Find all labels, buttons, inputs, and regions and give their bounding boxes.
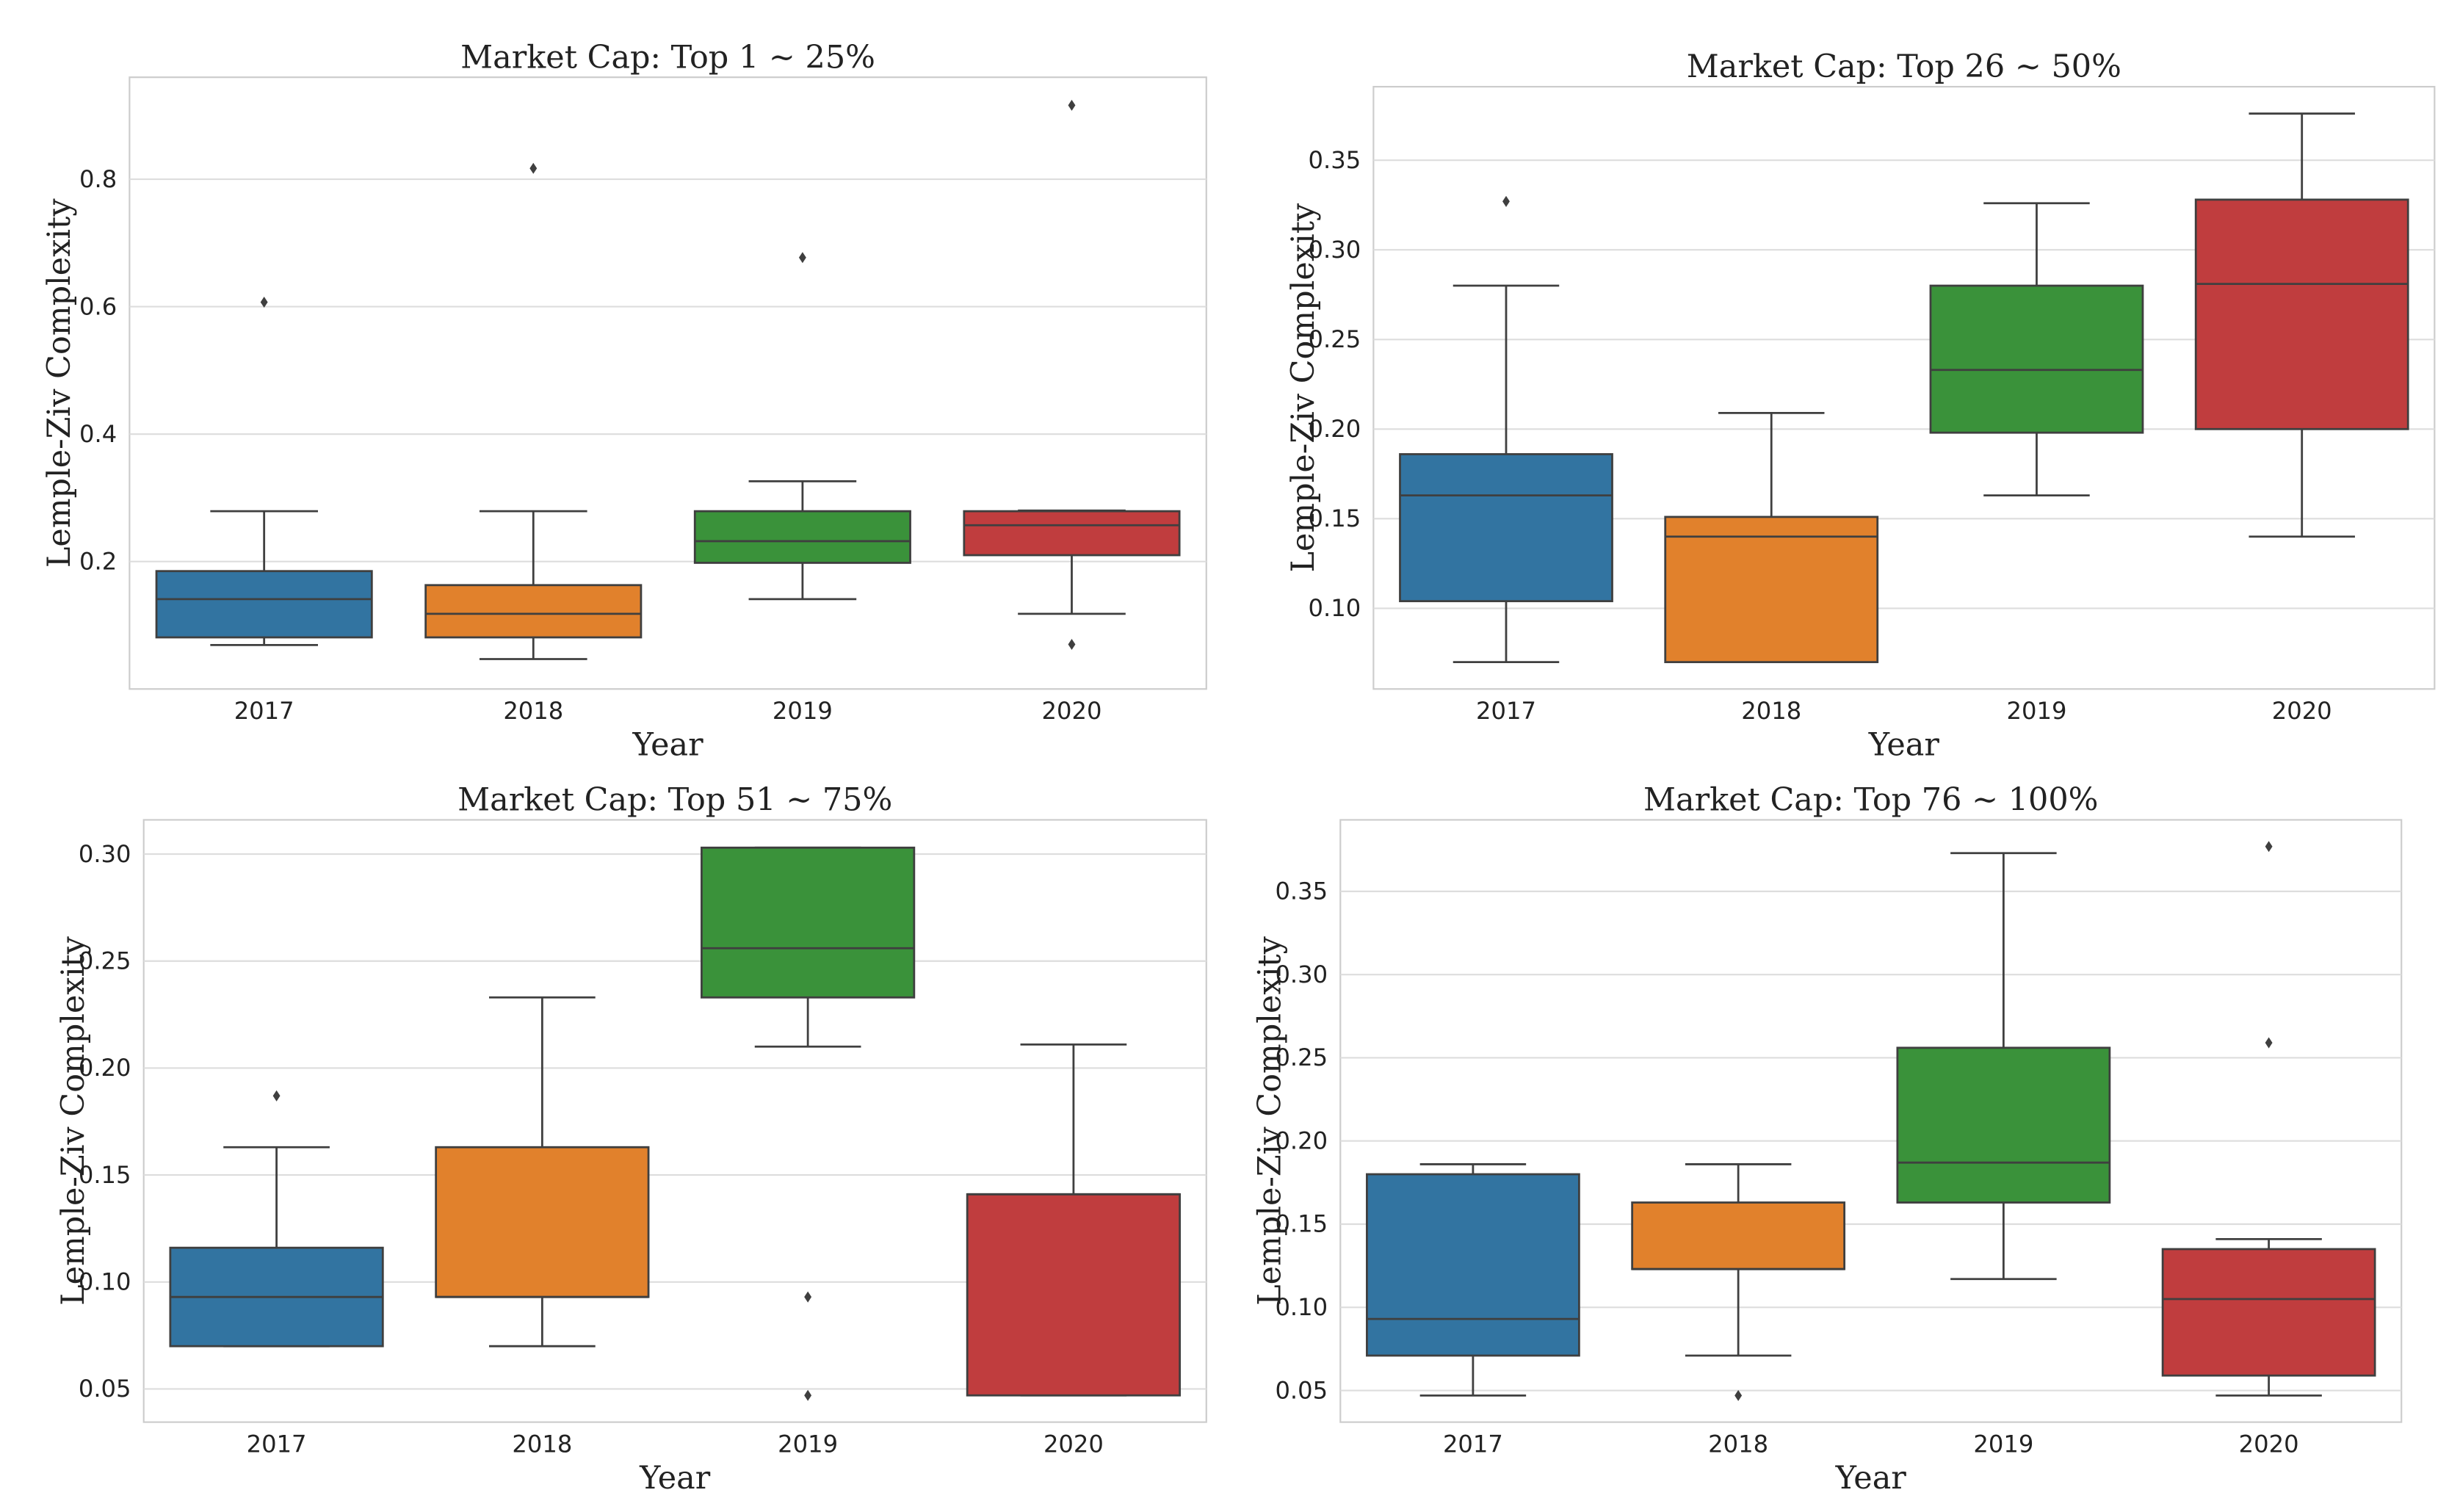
x-tick-label: 2020 (2272, 697, 2332, 725)
x-tick-label: 2018 (503, 697, 563, 725)
y-axis-label: Lemple-Ziv Complexity (55, 936, 92, 1305)
box (1366, 1173, 1580, 1357)
box (1664, 516, 1879, 664)
x-axis-label: Year (1868, 726, 1940, 763)
outlier (2265, 841, 2273, 853)
y-tick-label: 0.30 (79, 840, 131, 868)
x-tick-label: 2018 (512, 1430, 572, 1458)
x-axis-label: Year (1835, 1460, 1907, 1497)
box (1896, 1046, 2111, 1204)
outlier (272, 1090, 281, 1102)
y-tick-label: 0.10 (1309, 594, 1361, 622)
x-tick-label: 2017 (247, 1430, 307, 1458)
box (1929, 284, 2144, 434)
y-tick-label: 0.15 (79, 1161, 131, 1189)
y-tick-label: 0.05 (79, 1375, 131, 1403)
chart-title: Market Cap: Top 76 ~ 100% (1643, 782, 2098, 819)
outlier (804, 1291, 812, 1303)
y-tick-label: 0.25 (1275, 1043, 1328, 1071)
x-tick-label: 2020 (1042, 697, 1102, 725)
x-tick-label: 2018 (1708, 1430, 1768, 1458)
y-tick-label: 0.20 (1309, 415, 1361, 443)
y-axis-label: Lemple-Ziv Complexity (1252, 936, 1289, 1305)
y-tick-label: 0.20 (79, 1054, 131, 1082)
x-tick-label: 2018 (1741, 697, 1801, 725)
box (424, 584, 643, 639)
y-tick-label: 0.05 (1275, 1376, 1328, 1404)
x-tick-label: 2019 (1973, 1430, 2033, 1458)
x-axis-label: Year (632, 726, 704, 763)
chart-title: Market Cap: Top 26 ~ 50% (1687, 48, 2121, 85)
y-tick-label: 0.30 (1309, 236, 1361, 264)
chart-title: Market Cap: Top 1 ~ 25% (460, 39, 875, 76)
y-tick-label: 0.4 (79, 420, 117, 448)
box (435, 1146, 650, 1298)
y-axis-label: Lemple-Ziv Complexity (1285, 203, 1322, 572)
chart-title: Market Cap: Top 51 ~ 75% (457, 782, 892, 819)
x-axis-label: Year (639, 1460, 711, 1497)
outlier (1734, 1389, 1743, 1401)
x-tick-label: 2020 (2239, 1430, 2299, 1458)
outlier (2265, 1037, 2273, 1049)
x-tick-label: 2017 (1476, 697, 1536, 725)
outlier (260, 297, 268, 308)
box (966, 1193, 1182, 1397)
box (2194, 198, 2409, 430)
y-tick-label: 0.10 (1275, 1293, 1328, 1321)
x-tick-label: 2019 (778, 1430, 838, 1458)
y-tick-label: 0.30 (1275, 961, 1328, 988)
y-tick-label: 0.8 (79, 165, 117, 193)
y-tick-label: 0.2 (79, 547, 117, 575)
x-tick-label: 2019 (773, 697, 833, 725)
box (1631, 1201, 1846, 1270)
outlier (1502, 195, 1510, 207)
box (1399, 453, 1613, 603)
x-tick-label: 2019 (2007, 697, 2067, 725)
box (2161, 1248, 2376, 1377)
x-tick-label: 2017 (234, 697, 294, 725)
y-tick-label: 0.15 (1309, 504, 1361, 532)
x-tick-label: 2020 (1043, 1430, 1104, 1458)
y-tick-label: 0.25 (79, 947, 131, 974)
y-tick-label: 0.10 (79, 1268, 131, 1296)
y-tick-label: 0.35 (1275, 878, 1328, 905)
outlier (798, 252, 806, 264)
box (701, 846, 916, 999)
y-tick-label: 0.6 (79, 292, 117, 320)
y-tick-label: 0.25 (1309, 325, 1361, 353)
outlier (804, 1389, 812, 1401)
box (155, 570, 373, 639)
y-tick-label: 0.35 (1309, 146, 1361, 174)
y-axis-label: Lemple-Ziv Complexity (41, 198, 78, 568)
box (693, 510, 911, 564)
y-tick-label: 0.15 (1275, 1210, 1328, 1238)
box (963, 510, 1181, 557)
x-tick-label: 2017 (1443, 1430, 1503, 1458)
y-tick-label: 0.20 (1275, 1126, 1328, 1154)
